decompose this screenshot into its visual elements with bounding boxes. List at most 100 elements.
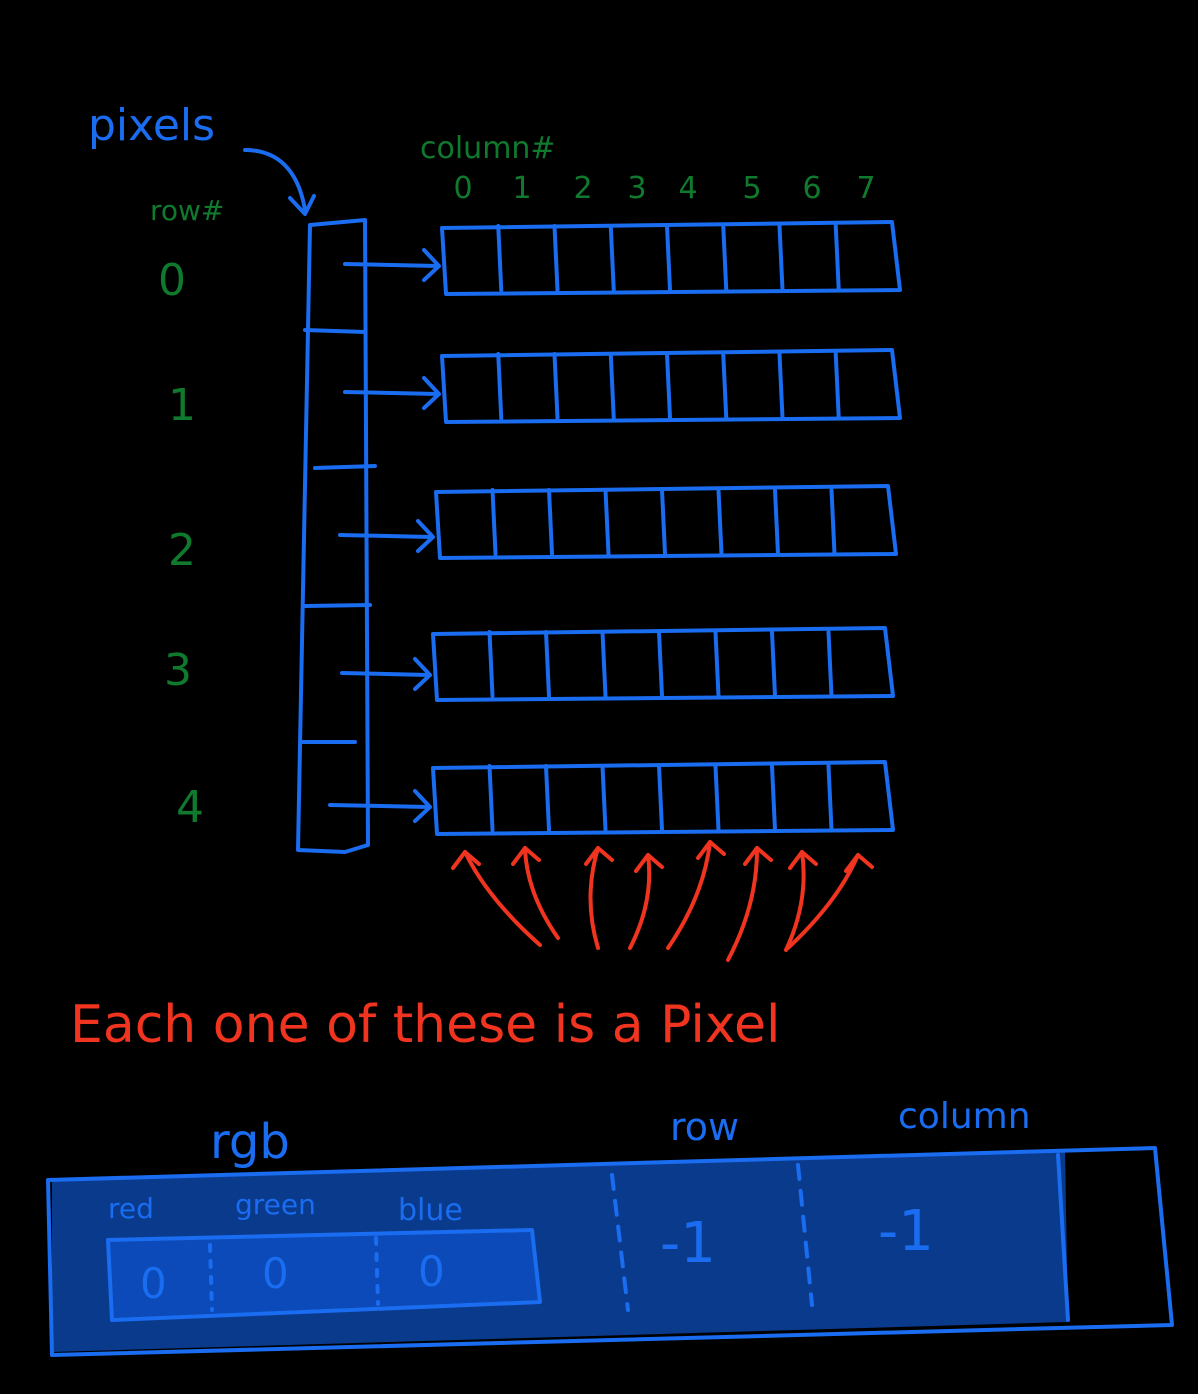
red-arrow-head — [844, 853, 874, 873]
outer-array — [296, 218, 370, 854]
red-arrow — [588, 846, 600, 950]
rgb-struct-fill — [108, 1232, 540, 1318]
cell-divider — [826, 630, 834, 698]
pixels-label: pixels — [88, 100, 215, 151]
pixel-caption: Each one of these is a Pixel — [70, 995, 780, 1055]
row-number: 0 — [158, 255, 186, 306]
cell-divider — [826, 764, 834, 832]
red-arrow — [463, 850, 542, 947]
red-field-label: red — [108, 1192, 154, 1225]
green-field-label: green — [235, 1188, 316, 1221]
row-number: 4 — [176, 782, 204, 833]
red-arrow-head — [743, 846, 773, 866]
cell-divider — [773, 488, 780, 556]
cell-divider — [544, 764, 551, 832]
row-array — [343, 348, 902, 424]
row-pointer-arrow — [328, 803, 431, 809]
cell-divider — [490, 488, 498, 556]
pixel-struct-divider — [1056, 1153, 1070, 1322]
column-value: -1 — [878, 1199, 934, 1264]
red-value: 0 — [140, 1259, 167, 1308]
cell-divider — [608, 352, 616, 420]
row-array — [340, 626, 895, 702]
red-arrow — [523, 846, 560, 940]
row-number: 2 — [168, 525, 196, 576]
red-arrow-head — [696, 840, 726, 860]
cell-divider — [770, 764, 777, 832]
row-value: -1 — [660, 1211, 716, 1276]
cell-divider — [721, 352, 729, 420]
column-number: 1 — [512, 171, 531, 206]
pixel-struct — [46, 1146, 1174, 1357]
row-pointer-arrow-head — [413, 789, 432, 823]
cell-divider — [603, 488, 611, 556]
column-divider — [796, 1163, 814, 1307]
cell-divider — [600, 764, 608, 832]
cell-divider — [657, 764, 664, 832]
cell-divider — [713, 764, 721, 832]
cell-divider — [552, 352, 560, 420]
red-arrow-head — [451, 850, 481, 870]
blue-divider — [374, 1236, 380, 1306]
cell-divider — [600, 630, 608, 698]
row-array — [328, 760, 895, 836]
row-field-label: row — [670, 1105, 739, 1149]
green-value: 0 — [262, 1249, 289, 1298]
row-pointer-arrow — [343, 262, 440, 268]
rgb-label: rgb — [210, 1114, 290, 1170]
rgb-struct — [106, 1228, 542, 1322]
row-array-outline — [434, 484, 898, 560]
row-array-outline — [440, 348, 902, 424]
cell-divider — [660, 488, 667, 556]
column-number: 4 — [678, 171, 697, 206]
cell-divider — [833, 224, 841, 292]
column-number: 2 — [573, 171, 592, 206]
cell-divider — [544, 630, 551, 698]
green-divider — [208, 1243, 214, 1312]
red-arrow-head — [511, 846, 541, 866]
column-number: 0 — [453, 171, 472, 206]
cell-divider — [770, 630, 777, 698]
cell-divider — [716, 488, 724, 556]
red-arrow — [784, 850, 806, 952]
row-pointer-arrow-head — [422, 376, 441, 410]
cell-divider — [777, 224, 785, 292]
blue-value: 0 — [418, 1247, 445, 1296]
row-number: 1 — [168, 380, 196, 431]
column-number: 5 — [742, 171, 761, 206]
cell-divider — [552, 224, 560, 292]
row-pointer-arrow — [343, 390, 440, 396]
row-pointer-arrow-head — [416, 519, 435, 553]
cell-divider — [829, 488, 837, 556]
row-pointer-arrow-head — [422, 248, 441, 282]
blue-field-label: blue — [398, 1193, 463, 1228]
row-array-outline — [431, 760, 895, 836]
row-array-outline — [431, 626, 895, 702]
cell-divider — [496, 352, 504, 420]
cell-divider — [665, 224, 672, 292]
pixels-arrow — [243, 148, 307, 212]
cell-divider — [777, 352, 785, 420]
row-number: 3 — [164, 645, 192, 696]
row-array-outline — [440, 220, 902, 296]
red-arrow-head — [584, 846, 614, 866]
column-header: column# — [420, 131, 556, 166]
cell-divider — [665, 352, 672, 420]
column-number: 7 — [856, 171, 875, 206]
column-number: 6 — [802, 171, 821, 206]
column-number: 3 — [627, 171, 646, 206]
row-header: row# — [150, 194, 224, 227]
red-arrow — [726, 846, 760, 962]
outer-array-dividers — [301, 328, 377, 744]
pixels-arrow-head — [288, 194, 316, 216]
cell-divider — [487, 764, 495, 832]
cell-divider — [713, 630, 721, 698]
cell-divider — [547, 488, 554, 556]
row-pointer-arrow — [340, 671, 431, 677]
red-arrow-head — [634, 853, 664, 873]
cell-divider — [721, 224, 729, 292]
row-pointer-arrow — [338, 533, 434, 539]
red-arrow-head — [788, 850, 818, 870]
